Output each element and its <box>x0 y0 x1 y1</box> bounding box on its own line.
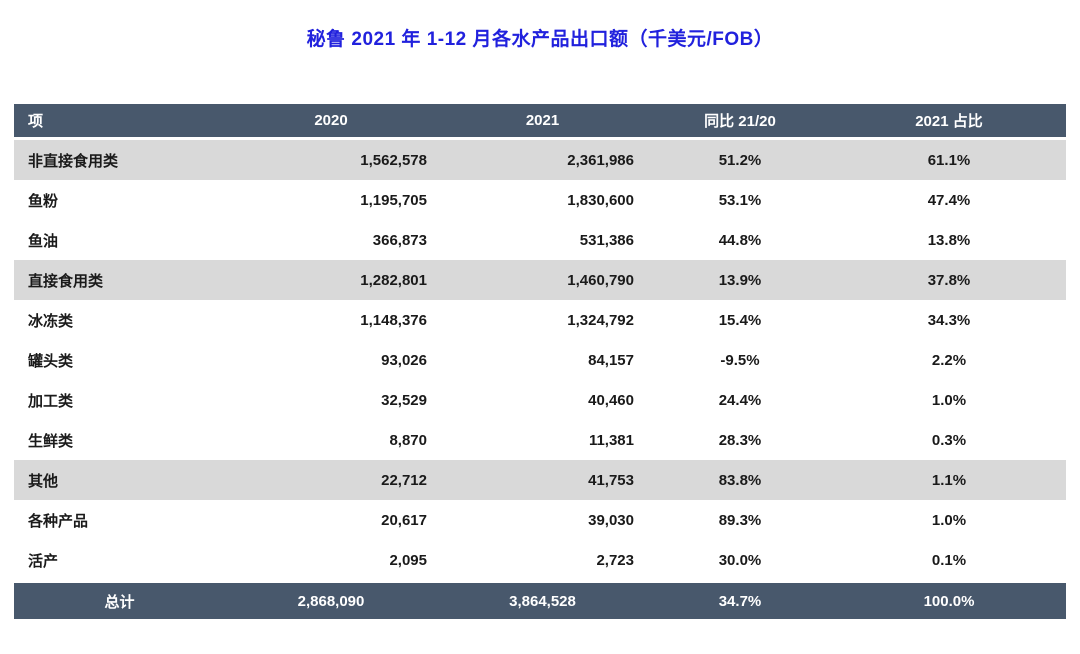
row-label: 其他 <box>14 460 225 500</box>
cell-yoy: 24.4% <box>648 380 832 420</box>
cell-2021: 84,157 <box>437 340 648 380</box>
cell-yoy: -9.5% <box>648 340 832 380</box>
cell-share: 0.3% <box>832 420 1066 460</box>
category-row: 非直接食用类 1,562,578 2,361,986 51.2% 61.1% <box>14 138 1066 180</box>
total-cell-2020: 2,868,090 <box>225 580 437 619</box>
cell-2020: 22,712 <box>225 460 437 500</box>
row-label: 罐头类 <box>14 340 225 380</box>
cell-share: 1.0% <box>832 380 1066 420</box>
cell-yoy: 13.9% <box>648 260 832 300</box>
cell-yoy: 44.8% <box>648 220 832 260</box>
cell-2020: 2,095 <box>225 540 437 582</box>
cell-share: 2.2% <box>832 340 1066 380</box>
cell-2020: 1,148,376 <box>225 300 437 340</box>
cell-share: 61.1% <box>832 138 1066 180</box>
table-row: 冰冻类 1,148,376 1,324,792 15.4% 34.3% <box>14 300 1066 340</box>
cell-yoy: 89.3% <box>648 500 832 540</box>
cell-2021: 2,361,986 <box>437 138 648 180</box>
cell-share: 34.3% <box>832 300 1066 340</box>
cell-2020: 1,562,578 <box>225 138 437 180</box>
table-row: 罐头类 93,026 84,157 -9.5% 2.2% <box>14 340 1066 380</box>
export-data-table: 项 2020 2021 同比 21/20 2021 占比 非直接食用类 1,562… <box>14 104 1066 619</box>
cell-2021: 39,030 <box>437 500 648 540</box>
table-row: 鱼粉 1,195,705 1,830,600 53.1% 47.4% <box>14 180 1066 220</box>
cell-yoy: 51.2% <box>648 138 832 180</box>
cell-share: 37.8% <box>832 260 1066 300</box>
row-label: 各种产品 <box>14 500 225 540</box>
row-label: 鱼粉 <box>14 180 225 220</box>
row-label: 加工类 <box>14 380 225 420</box>
table-row: 各种产品 20,617 39,030 89.3% 1.0% <box>14 500 1066 540</box>
cell-2021: 41,753 <box>437 460 648 500</box>
column-header-yoy: 同比 21/20 <box>648 104 832 140</box>
total-cell-share: 100.0% <box>832 580 1066 619</box>
total-cell-yoy: 34.7% <box>648 580 832 619</box>
total-cell-2021: 3,864,528 <box>437 580 648 619</box>
cell-yoy: 28.3% <box>648 420 832 460</box>
column-header-item: 项 <box>14 104 225 140</box>
cell-share: 13.8% <box>832 220 1066 260</box>
header-row: 项 2020 2021 同比 21/20 2021 占比 <box>14 104 1066 140</box>
column-header-share: 2021 占比 <box>832 104 1066 140</box>
cell-yoy: 53.1% <box>648 180 832 220</box>
table-row: 加工类 32,529 40,460 24.4% 1.0% <box>14 380 1066 420</box>
row-label: 冰冻类 <box>14 300 225 340</box>
table-row: 生鲜类 8,870 11,381 28.3% 0.3% <box>14 420 1066 460</box>
cell-2020: 32,529 <box>225 380 437 420</box>
category-row: 其他 22,712 41,753 83.8% 1.1% <box>14 460 1066 500</box>
table-row: 鱼油 366,873 531,386 44.8% 13.8% <box>14 220 1066 260</box>
cell-2020: 1,195,705 <box>225 180 437 220</box>
cell-2020: 1,282,801 <box>225 260 437 300</box>
row-label: 鱼油 <box>14 220 225 260</box>
cell-share: 47.4% <box>832 180 1066 220</box>
category-row: 直接食用类 1,282,801 1,460,790 13.9% 37.8% <box>14 260 1066 300</box>
column-header-2021: 2021 <box>437 104 648 140</box>
table-row: 活产 2,095 2,723 30.0% 0.1% <box>14 540 1066 582</box>
row-label: 生鲜类 <box>14 420 225 460</box>
cell-2020: 8,870 <box>225 420 437 460</box>
cell-yoy: 30.0% <box>648 540 832 582</box>
cell-share: 1.0% <box>832 500 1066 540</box>
cell-share: 1.1% <box>832 460 1066 500</box>
row-label: 直接食用类 <box>14 260 225 300</box>
cell-2020: 366,873 <box>225 220 437 260</box>
cell-2021: 2,723 <box>437 540 648 582</box>
cell-2021: 1,830,600 <box>437 180 648 220</box>
cell-2020: 93,026 <box>225 340 437 380</box>
total-label: 总计 <box>14 580 225 619</box>
cell-yoy: 15.4% <box>648 300 832 340</box>
cell-2021: 1,460,790 <box>437 260 648 300</box>
cell-2021: 1,324,792 <box>437 300 648 340</box>
row-label: 非直接食用类 <box>14 138 225 180</box>
total-row: 总计 2,868,090 3,864,528 34.7% 100.0% <box>14 580 1066 619</box>
column-header-2020: 2020 <box>225 104 437 140</box>
cell-2021: 40,460 <box>437 380 648 420</box>
cell-share: 0.1% <box>832 540 1066 582</box>
cell-2021: 531,386 <box>437 220 648 260</box>
cell-2021: 11,381 <box>437 420 648 460</box>
cell-2020: 20,617 <box>225 500 437 540</box>
page-title: 秘鲁 2021 年 1-12 月各水产品出口额（千美元/FOB） <box>306 29 774 50</box>
row-label: 活产 <box>14 540 225 582</box>
cell-yoy: 83.8% <box>648 460 832 500</box>
